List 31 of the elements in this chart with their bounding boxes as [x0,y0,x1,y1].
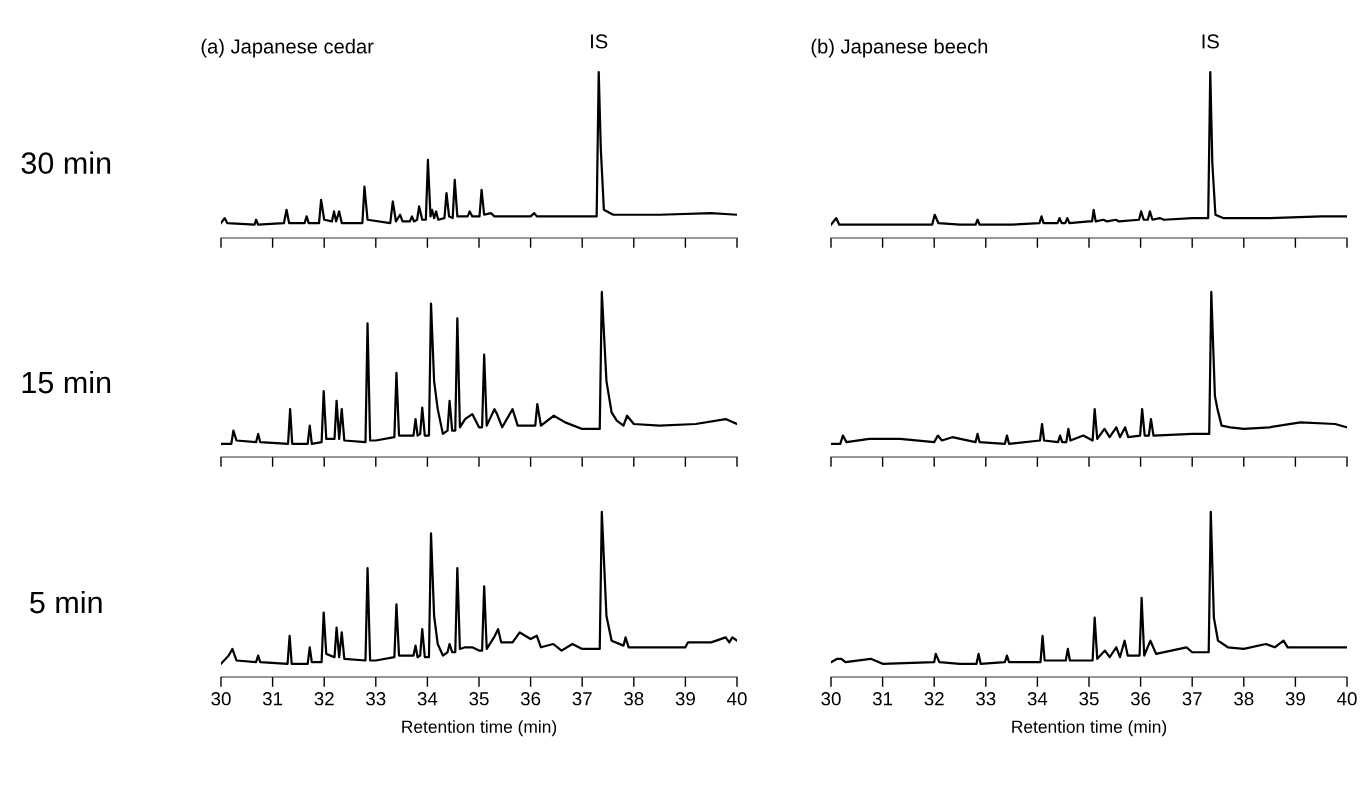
x-tick-label: 37 [572,692,592,706]
x-tick-label: 38 [1234,692,1254,706]
x-tick-label: 32 [314,692,334,706]
x-tick-label: 40 [727,692,747,706]
x-tick-label: 39 [675,692,695,706]
x-tick-label: 40 [1337,692,1357,706]
annotation: IS [1202,34,1219,49]
chart-title: (b) Japanese beech [811,38,988,58]
x-tick-label: 34 [417,692,438,706]
chart-title: (a) Japanese cedar [201,38,374,58]
x-tick-label: 35 [469,692,489,706]
x-tick-label: 39 [1285,692,1305,706]
x-axis-title: Retention time (min) [402,720,557,737]
x-tick-label: 30 [821,692,841,706]
x-tick-label: 30 [211,692,231,706]
annotation: IS [591,34,608,49]
x-tick-label: 32 [924,692,944,706]
x-tick-label: 33 [366,692,386,706]
x-tick-label: 36 [1130,692,1151,706]
x-tick-label: 33 [976,692,996,706]
x-tick-label: 34 [1027,692,1048,706]
text: 30 min [21,151,111,174]
x-tick-label: 37 [1182,692,1202,706]
x-tick-label: 31 [262,692,283,706]
x-tick-label: 31 [872,692,893,706]
text: 5 min [30,590,102,614]
text: 15 min [22,370,111,394]
x-axis-title: Retention time (min) [1012,720,1167,737]
x-tick-label: 35 [1079,692,1099,706]
x-tick-label: 36 [520,692,541,706]
x-tick-label: 38 [624,692,644,706]
